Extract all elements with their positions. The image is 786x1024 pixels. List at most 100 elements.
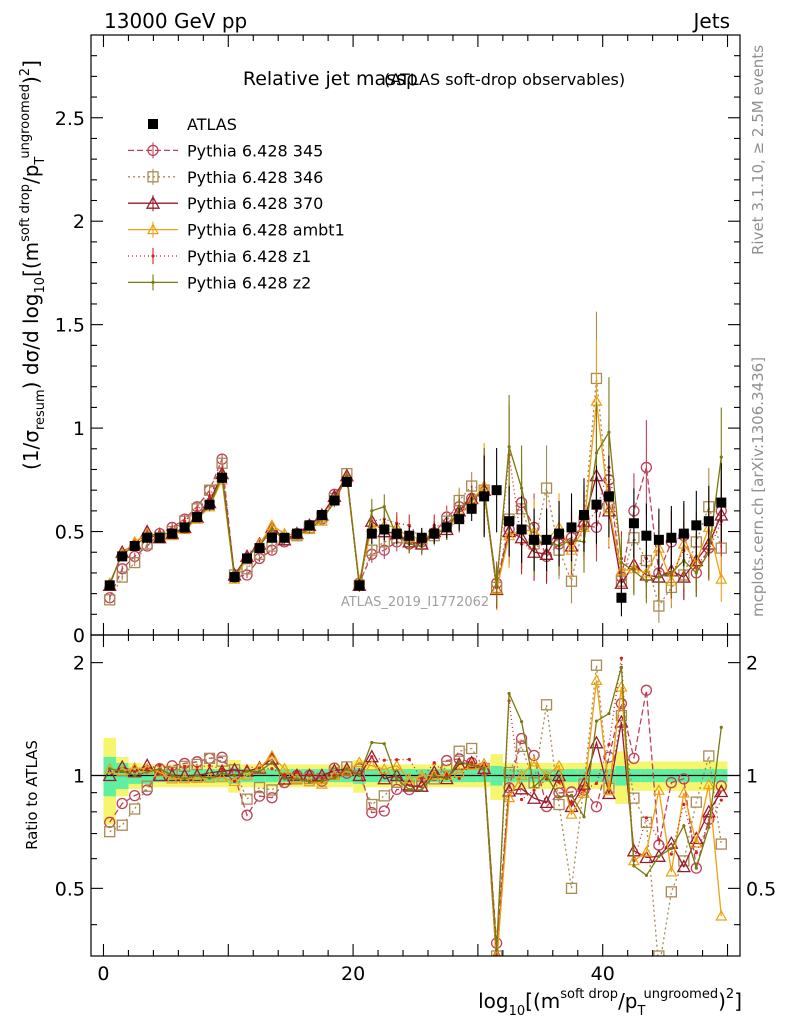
ratio-point xyxy=(103,762,116,774)
ratio-point xyxy=(370,755,374,759)
data-point xyxy=(479,491,490,502)
main-y-axis-label: (1/σresum) dσ/d log10[(msoft drop/pTungr… xyxy=(18,60,48,470)
ratio-point xyxy=(689,831,704,845)
ratio-point xyxy=(345,767,349,771)
ratio-point xyxy=(270,760,274,764)
legend-item-z1: Pythia 6.428 z1 xyxy=(128,247,311,266)
ratio-point xyxy=(270,767,274,771)
x-tick-label: 0 xyxy=(97,963,109,985)
data-point xyxy=(554,528,565,539)
series-z2-ratio xyxy=(108,665,723,952)
ratio-point xyxy=(590,659,603,671)
ratio-point xyxy=(365,759,378,771)
ratio-point xyxy=(332,776,336,780)
data-point xyxy=(329,495,340,506)
data-point xyxy=(504,516,515,527)
ratio-point xyxy=(191,772,204,783)
ratio-point xyxy=(677,786,690,798)
data-point xyxy=(366,528,377,539)
data-point xyxy=(407,523,411,527)
ratio-point xyxy=(519,720,524,724)
data-point xyxy=(404,530,415,541)
legend: ATLAS Pythia 6.428 345 Pythia 6.428 346 Pyt… xyxy=(128,115,345,292)
ratio-point xyxy=(166,772,179,784)
ratio-point xyxy=(232,773,237,778)
data-point xyxy=(192,512,203,523)
ratio-point xyxy=(719,798,723,802)
y-tick-label: 1.5 xyxy=(55,315,85,337)
data-point xyxy=(395,521,399,525)
ratio-point xyxy=(515,732,528,745)
ratio-point xyxy=(715,909,728,921)
ratio-point xyxy=(395,777,399,781)
ratio-point xyxy=(266,784,278,796)
legend-item-p345: Pythia 6.428 345 xyxy=(128,141,323,160)
axis-tick-labels: 00.511.522.50.5 0.51 12 20 20 40 xyxy=(55,108,776,985)
ratio-point xyxy=(557,795,561,799)
ratio-point xyxy=(366,798,378,811)
data-point xyxy=(204,499,215,510)
data-point xyxy=(195,509,199,513)
ratio-point xyxy=(569,801,574,805)
data-point xyxy=(266,532,277,543)
series-line xyxy=(109,471,722,590)
ratio-point xyxy=(228,775,241,787)
data-point xyxy=(129,541,140,552)
ratio-point xyxy=(528,749,540,762)
ratio-point xyxy=(257,770,262,774)
ratio-point xyxy=(140,758,155,772)
data-point xyxy=(516,524,527,535)
y-tick-label: 1 xyxy=(73,418,85,440)
data-point xyxy=(207,494,212,498)
ratio-point xyxy=(557,780,561,784)
ratio-point xyxy=(553,798,565,811)
legend-label: Pythia 6.428 346 xyxy=(187,168,323,187)
data-point xyxy=(719,455,723,459)
legend-label: Pythia 6.428 345 xyxy=(187,141,323,160)
analysis-watermark: ATLAS_2019_I1772062 xyxy=(341,595,489,610)
ratio-point xyxy=(307,780,312,784)
ratio-point xyxy=(133,773,137,778)
ratio-point xyxy=(178,760,191,773)
ratio-point xyxy=(195,765,199,769)
ratio-point xyxy=(332,773,336,778)
data-point xyxy=(242,553,253,564)
ratio-point xyxy=(503,766,515,779)
data-point xyxy=(304,520,315,531)
data-point xyxy=(491,485,502,496)
ratio-point xyxy=(207,776,212,780)
ratio-point xyxy=(676,859,691,873)
data-point xyxy=(142,532,153,543)
data-point xyxy=(379,524,390,535)
ratio-point xyxy=(253,781,266,794)
ratio-point xyxy=(665,865,678,877)
y-tick-label: 2.5 xyxy=(55,108,85,130)
ratio-point xyxy=(639,850,654,864)
ratio-point xyxy=(702,778,715,790)
ratio-point xyxy=(257,766,262,770)
series-line xyxy=(109,401,722,590)
ratio-point xyxy=(403,772,416,784)
ratio-point xyxy=(170,767,174,771)
y-tick-label: 0.5 xyxy=(55,522,85,544)
ratio-point xyxy=(203,752,216,764)
ratio-point xyxy=(694,866,698,870)
ratio-line xyxy=(109,721,722,956)
ratio-point xyxy=(526,790,542,804)
ratio-point xyxy=(382,742,386,746)
ratio-point xyxy=(644,816,648,820)
ratio-point xyxy=(391,783,403,796)
ratio-y-axis-label: Ratio to ATLAS xyxy=(23,740,41,850)
series-line xyxy=(109,458,722,599)
ratio-point xyxy=(553,759,566,771)
data-point xyxy=(716,497,727,508)
ratio-point xyxy=(665,886,678,898)
ratio-point xyxy=(320,776,324,780)
ratio-point xyxy=(390,759,403,771)
ratio-point xyxy=(607,711,611,716)
data-point xyxy=(519,486,524,490)
ratio-point xyxy=(241,809,253,821)
ratio-point xyxy=(682,824,686,828)
ratio-point xyxy=(565,807,578,819)
chart-title: Relative jet massρ xyxy=(243,68,418,90)
